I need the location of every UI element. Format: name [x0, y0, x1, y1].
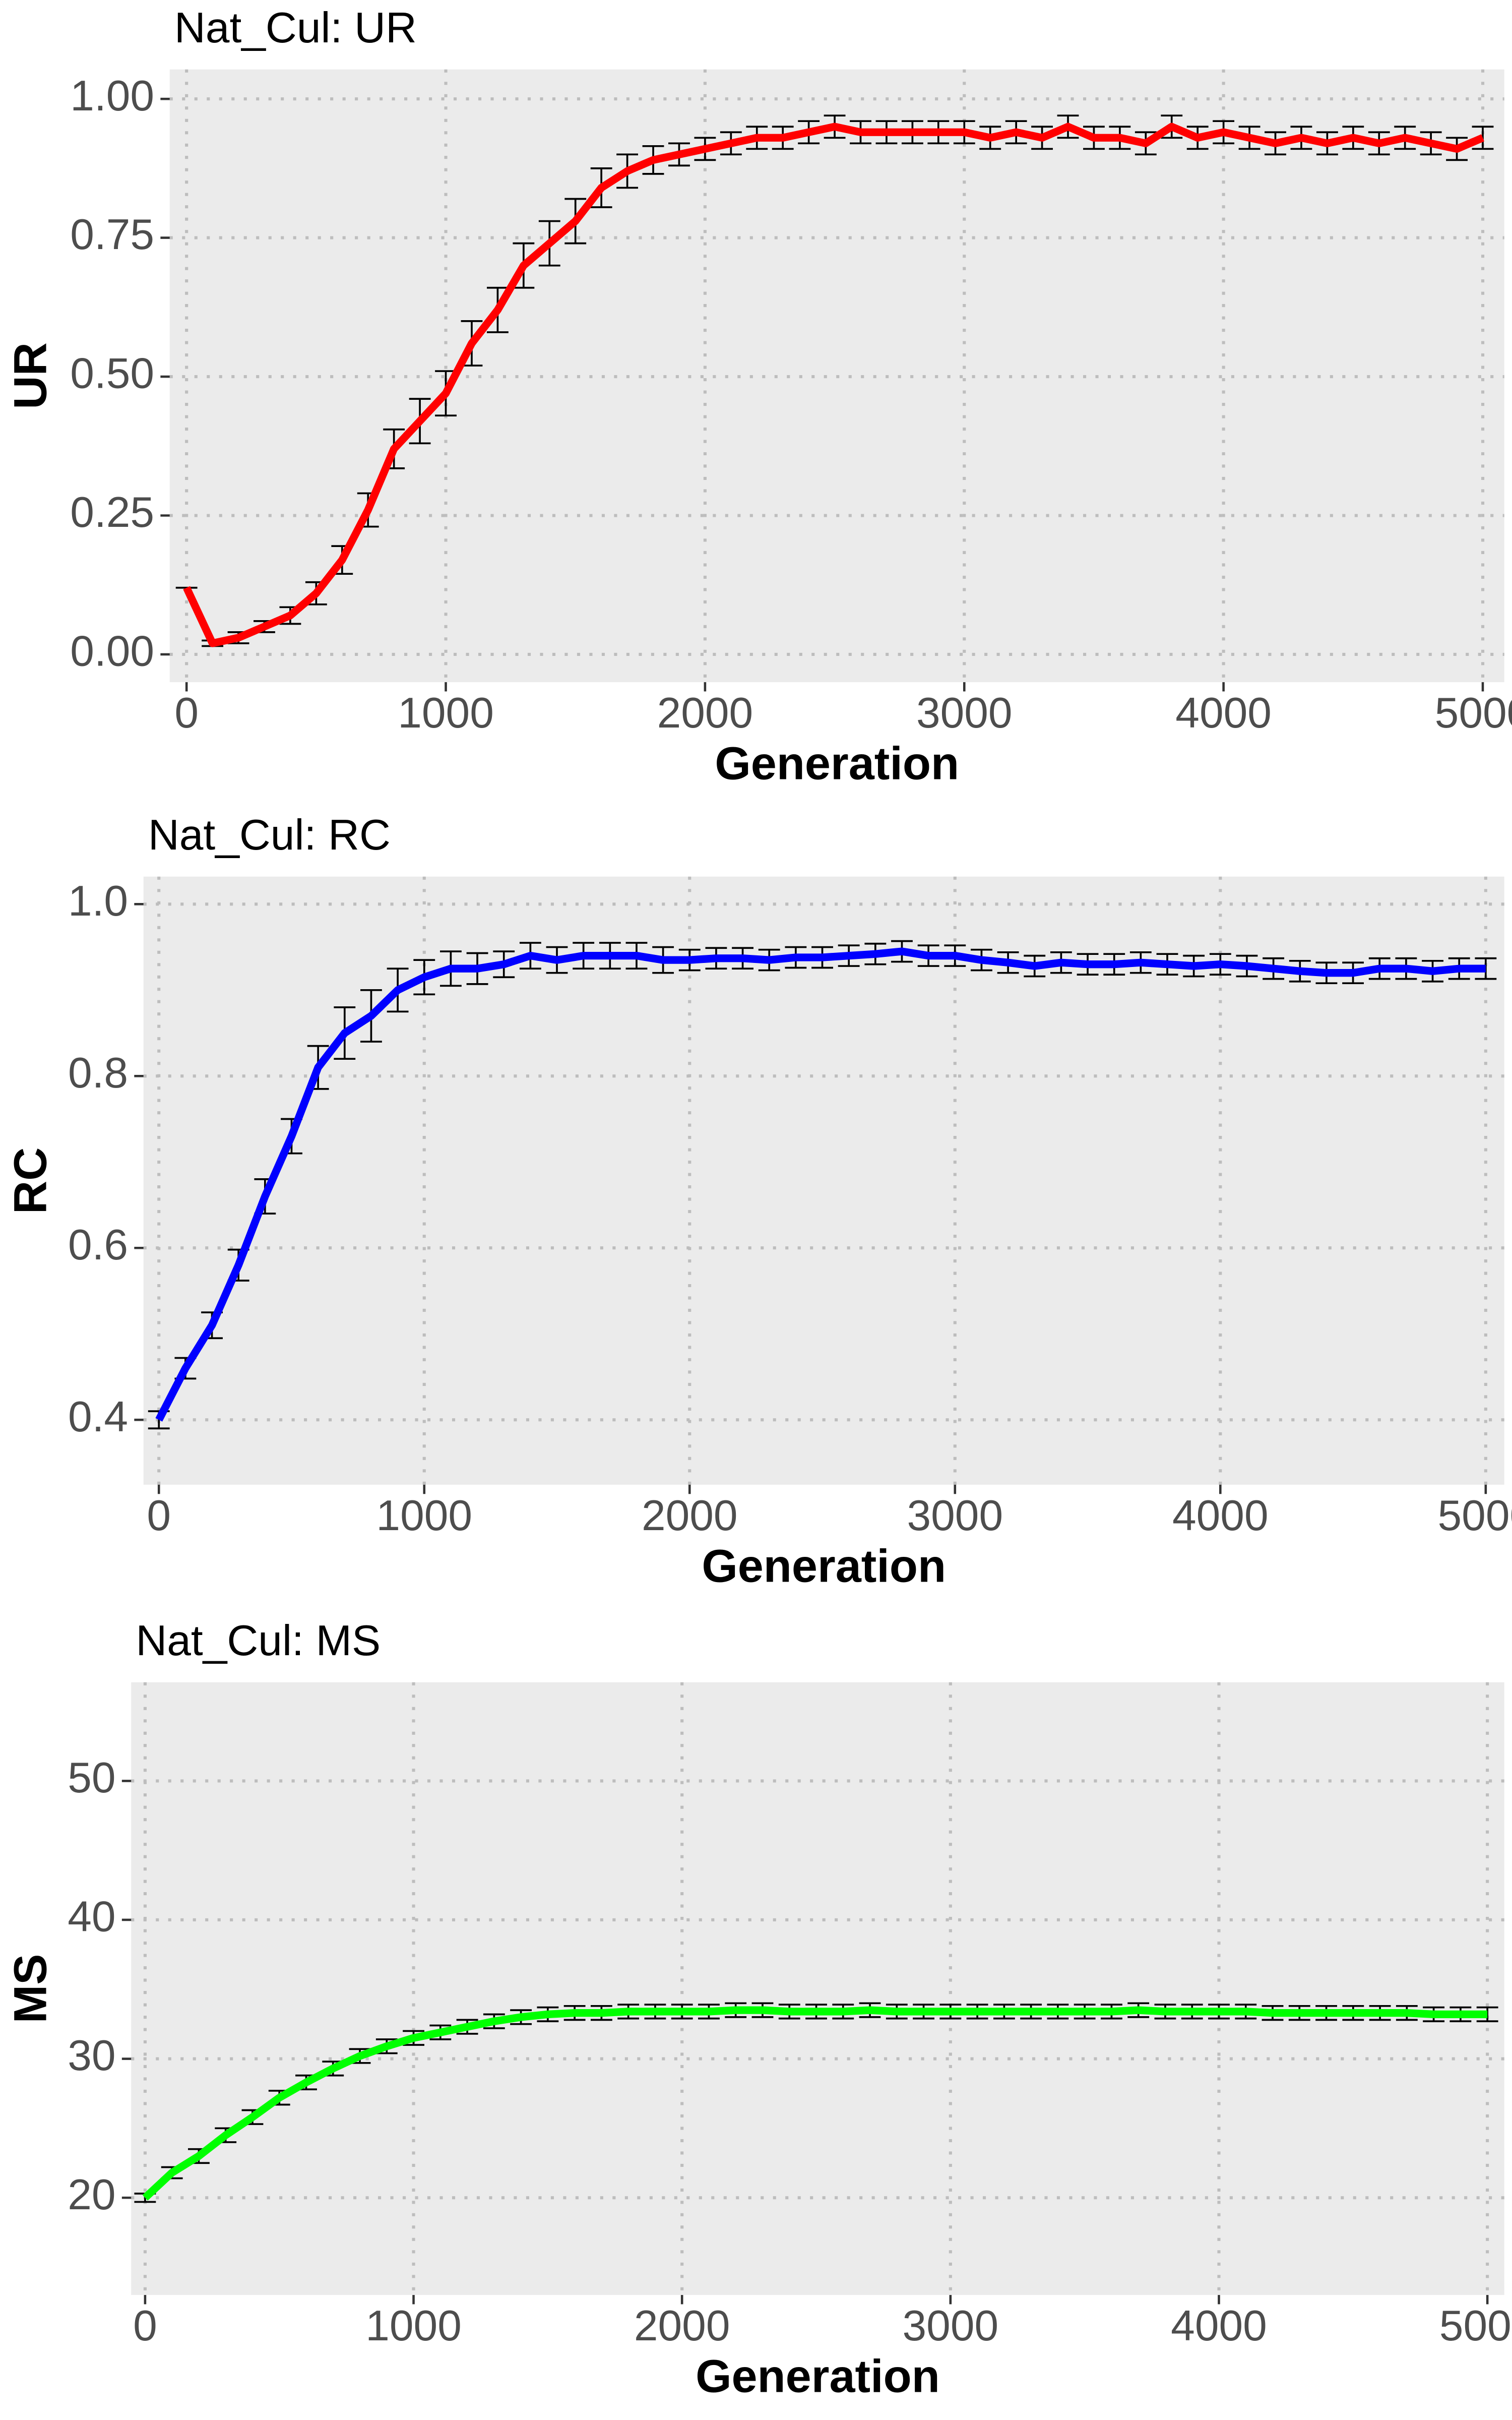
- x-tick-label: 2000: [634, 2302, 730, 2350]
- y-axis-label: RC: [5, 1147, 56, 1215]
- x-tick-label: 2000: [657, 689, 753, 737]
- error-bar: [1472, 126, 1494, 150]
- x-tick-label: 4000: [1172, 1491, 1269, 1540]
- chart-title: Nat_Cul: UR: [174, 4, 417, 52]
- data-line: [142, 2006, 1488, 2201]
- plot-panel: [143, 876, 1504, 1485]
- x-axis-label: Generation: [696, 2351, 940, 2402]
- data-line: [155, 947, 1486, 1422]
- x-tick-label: 3000: [916, 689, 1013, 737]
- x-tick-label: 5000: [1438, 1491, 1512, 1540]
- x-tick-label: 0: [147, 1491, 171, 1540]
- data-line: [183, 123, 1485, 647]
- chart-title: Nat_Cul: MS: [136, 1616, 381, 1665]
- y-tick-label: 0.75: [70, 210, 154, 259]
- y-tick-label: 30: [68, 2031, 115, 2080]
- x-tick-label: 3000: [907, 1491, 1003, 1540]
- x-tick-label: 0: [133, 2302, 157, 2350]
- y-tick-label: 0.50: [70, 349, 154, 398]
- x-tick-label: 3000: [903, 2302, 999, 2350]
- x-tick-label: 1000: [365, 2302, 462, 2350]
- x-tick-label: 4000: [1175, 689, 1272, 737]
- y-tick-label: 1.00: [70, 72, 154, 120]
- y-axis-label: MS: [5, 1954, 56, 2024]
- y-tick-label: 0.4: [68, 1393, 128, 1441]
- plot-panel: [131, 1682, 1504, 2295]
- y-tick-label: 50: [68, 1753, 115, 1802]
- y-axis-label: UR: [5, 342, 56, 409]
- x-tick-label: 1000: [376, 1491, 472, 1540]
- y-tick-label: 0.00: [70, 627, 154, 676]
- x-tick-label: 2000: [642, 1491, 738, 1540]
- y-tick-label: 0.25: [70, 488, 154, 536]
- y-tick-label: 20: [68, 2170, 115, 2219]
- y-tick-label: 40: [68, 1893, 115, 1941]
- y-tick-label: 0.8: [68, 1049, 128, 1097]
- chart-title: Nat_Cul: RC: [148, 811, 391, 859]
- x-tick-label: 5000: [1439, 2302, 1512, 2350]
- x-tick-label: 0: [174, 689, 199, 737]
- y-tick-label: 1.0: [68, 877, 128, 925]
- x-tick-label: 5000: [1435, 689, 1512, 737]
- x-axis-label: Generation: [715, 738, 959, 790]
- x-tick-label: 4000: [1171, 2302, 1267, 2350]
- y-tick-label: 0.6: [68, 1221, 128, 1269]
- x-axis-label: Generation: [702, 1541, 946, 1592]
- x-tick-label: 1000: [398, 689, 494, 737]
